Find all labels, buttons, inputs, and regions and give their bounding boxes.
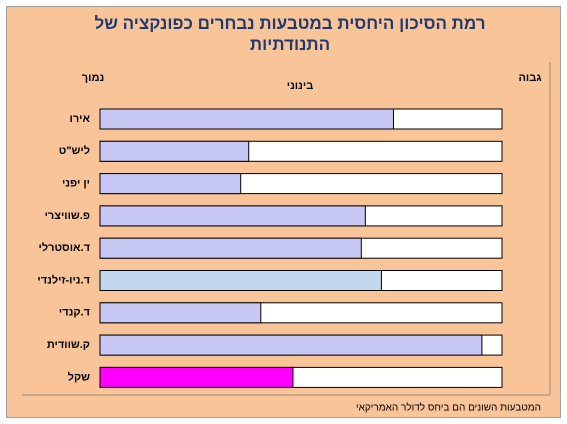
category-label: פ.שוויצרי xyxy=(45,210,90,222)
bar xyxy=(99,270,382,291)
category-label: ד.ניו-זילנדי xyxy=(37,273,90,286)
bar xyxy=(99,334,483,356)
category-label: ין יפני xyxy=(62,178,90,190)
category-label: ליש"ט xyxy=(59,144,90,157)
bar xyxy=(99,366,294,388)
category-label: שקל xyxy=(68,370,90,383)
chart-title: רמת הסיכון היחסית במטבעות נבחרים כפונקצי… xyxy=(94,14,486,54)
bar xyxy=(99,205,366,227)
scale-label: גבוה xyxy=(518,72,541,84)
bar xyxy=(99,237,362,259)
category-label: ד.אוסטרלי xyxy=(39,241,91,254)
bar xyxy=(99,140,250,162)
footnote: המטבעות השונים הם ביחס לדולר האמריקאי xyxy=(356,402,541,414)
category-label: ד.קנדי xyxy=(59,307,91,319)
scale-label: בינוני xyxy=(287,80,314,92)
scale-label: נמוך xyxy=(82,72,104,84)
bar xyxy=(99,173,242,195)
category-label: אירו xyxy=(70,113,91,125)
category-label: ק.שוודית xyxy=(47,339,90,351)
bar xyxy=(99,302,262,324)
bar xyxy=(99,108,394,130)
